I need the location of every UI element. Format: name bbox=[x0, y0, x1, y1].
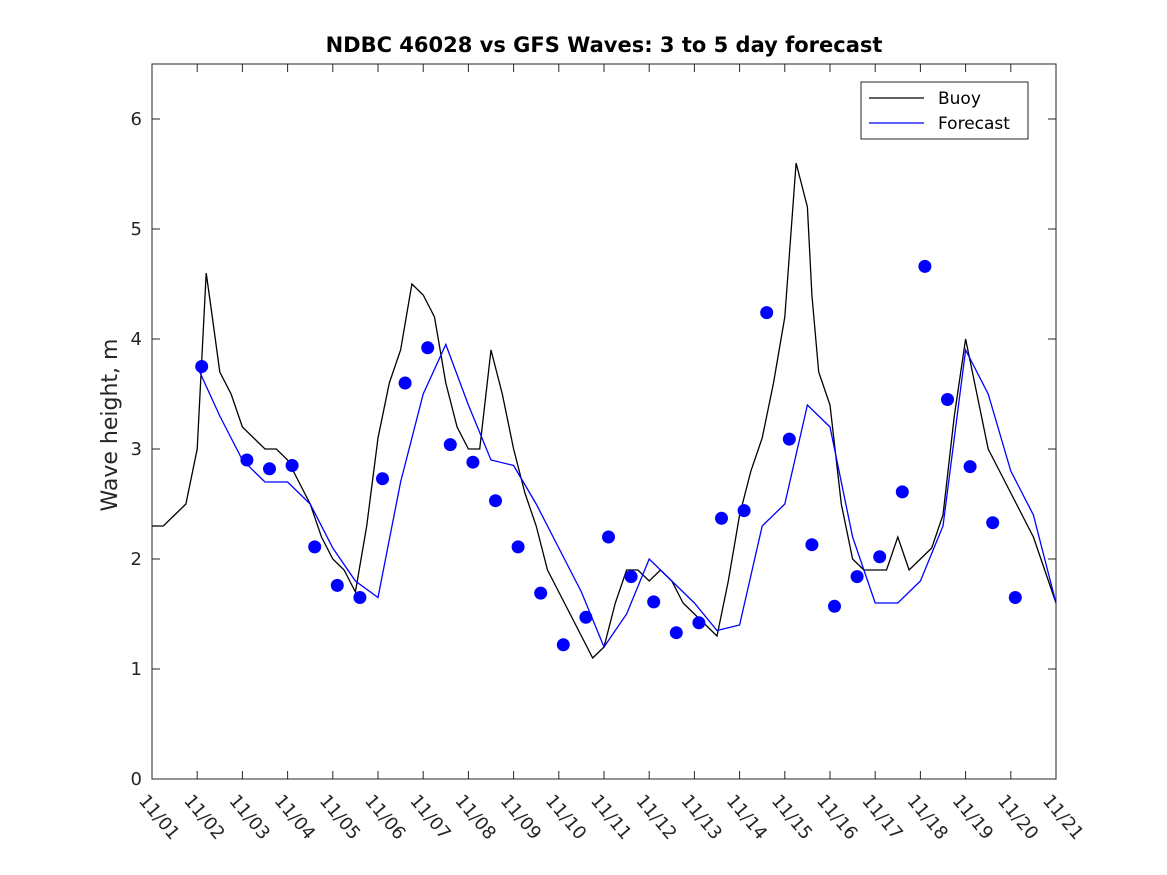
forecast-marker bbox=[602, 530, 615, 544]
y-tick-label: 0 bbox=[131, 769, 142, 790]
forecast-marker bbox=[466, 455, 480, 469]
forecast-marker bbox=[941, 393, 954, 406]
forecast-marker bbox=[669, 626, 683, 640]
forecast-marker bbox=[376, 472, 389, 486]
legend-box bbox=[860, 81, 1029, 140]
forecast-marker bbox=[692, 616, 706, 630]
forecast-marker bbox=[963, 460, 977, 474]
forecast-marker bbox=[1008, 591, 1022, 604]
legend-label: Buoy bbox=[938, 89, 981, 109]
forecast-marker bbox=[353, 591, 367, 604]
forecast-marker bbox=[195, 360, 209, 373]
forecast-marker bbox=[647, 595, 661, 609]
forecast-marker bbox=[308, 540, 322, 554]
y-tick-label: 1 bbox=[131, 659, 142, 680]
forecast-marker bbox=[330, 578, 344, 592]
forecast-marker bbox=[918, 259, 932, 273]
forecast-marker bbox=[443, 438, 457, 452]
forecast-marker bbox=[737, 504, 751, 518]
forecast-series-line bbox=[196, 342, 1057, 649]
forecast-marker bbox=[828, 599, 841, 613]
forecast-marker bbox=[782, 432, 796, 446]
forecast-marker bbox=[511, 540, 525, 554]
forecast-marker bbox=[534, 586, 548, 600]
forecast-marker bbox=[760, 306, 774, 320]
legend-label: Forecast bbox=[938, 114, 1010, 134]
plot-area: 012345611/0111/0211/0311/0411/0511/0611/… bbox=[131, 63, 1088, 844]
forecast-marker bbox=[895, 485, 909, 499]
y-tick-label: 4 bbox=[131, 329, 142, 350]
forecast-marker bbox=[624, 570, 638, 584]
axes-box bbox=[151, 63, 1057, 780]
forecast-marker bbox=[986, 516, 1000, 530]
y-axis-label: Wave height, m bbox=[98, 339, 123, 512]
forecast-marker bbox=[873, 550, 887, 564]
y-tick-label: 5 bbox=[131, 219, 142, 240]
forecast-marker bbox=[489, 494, 502, 508]
y-tick-label: 2 bbox=[131, 549, 142, 570]
forecast-marker bbox=[579, 610, 593, 624]
forecast-marker bbox=[263, 462, 276, 476]
forecast-marker bbox=[285, 459, 299, 472]
y-tick-label: 3 bbox=[131, 439, 142, 460]
forecast-marker bbox=[850, 570, 864, 584]
buoy-series-line bbox=[152, 162, 1057, 660]
forecast-marker bbox=[240, 453, 254, 467]
legend: Buoy Forecast bbox=[860, 81, 1029, 140]
forecast-marker bbox=[398, 376, 412, 390]
chart-title: NDBC 46028 vs GFS Waves: 3 to 5 day fore… bbox=[326, 33, 883, 57]
forecast-marker bbox=[556, 638, 570, 652]
forecast-marker bbox=[715, 511, 728, 525]
forecast-marker bbox=[805, 538, 819, 552]
y-tick-label: 6 bbox=[131, 109, 142, 130]
forecast-marker bbox=[421, 341, 435, 355]
